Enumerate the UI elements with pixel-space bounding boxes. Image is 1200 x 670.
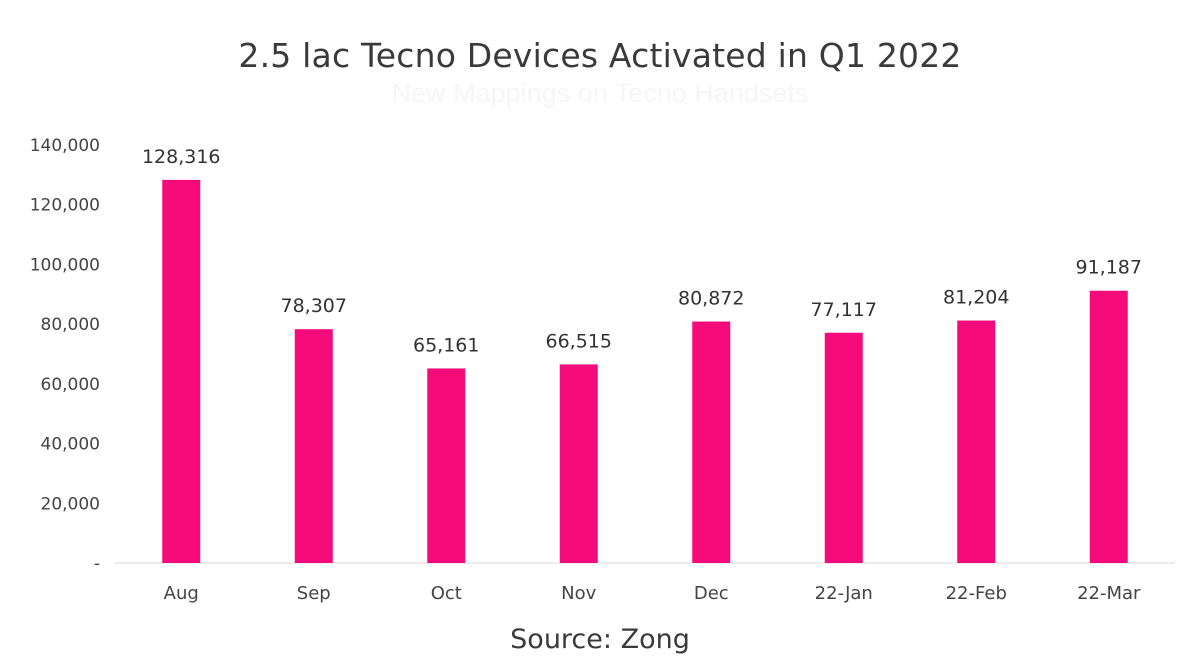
y-axis-ticks: - 20,000 40,000 60,000 80,000 100,000 120,000 1… — [30, 136, 100, 574]
y-tick-label: - — [94, 554, 100, 574]
bar-data-label: 66,515 — [546, 330, 612, 352]
x-axis-labels: Aug Sep Oct Nov Dec 22-Jan 22-Feb 22-Mar — [164, 583, 1141, 604]
x-tick-label: Nov — [561, 583, 596, 604]
x-tick-label: Dec — [694, 583, 729, 604]
y-tick-label: 40,000 — [41, 435, 100, 455]
x-tick-label: Aug — [164, 583, 199, 604]
bar-data-label: 128,316 — [142, 146, 221, 168]
x-tick-label: 22-Jan — [815, 583, 873, 604]
x-tick-label: Oct — [431, 583, 462, 604]
y-tick-label: 100,000 — [30, 255, 100, 275]
chart-title: 2.5 lac Tecno Devices Activated in Q1 20… — [238, 36, 962, 75]
x-tick-label: Sep — [297, 583, 331, 604]
y-tick-label: 80,000 — [41, 315, 100, 335]
bar — [162, 179, 201, 564]
bar — [427, 368, 466, 563]
bar-data-label: 78,307 — [281, 295, 347, 317]
bar-data-label: 91,187 — [1076, 257, 1142, 279]
bars — [162, 179, 1128, 564]
bar — [824, 332, 863, 563]
bar — [692, 321, 731, 563]
x-tick-label: 22-Mar — [1077, 583, 1141, 604]
bar — [1089, 290, 1128, 563]
bar — [957, 320, 996, 563]
bar-data-label: 80,872 — [678, 288, 744, 310]
y-tick-label: 140,000 — [30, 136, 100, 156]
data-labels: 128,316 78,307 65,161 66,515 80,872 77,117 81,… — [142, 146, 1142, 357]
bar — [559, 364, 598, 563]
chart-subtitle: New Mappings on Tecno Handsets — [391, 78, 809, 108]
y-tick-label: 20,000 — [41, 494, 100, 514]
y-tick-label: 60,000 — [41, 375, 100, 395]
source-note: Source: Zong — [510, 624, 690, 655]
bar-data-label: 65,161 — [413, 334, 479, 356]
y-tick-label: 120,000 — [30, 196, 100, 216]
bar-data-label: 81,204 — [943, 287, 1009, 309]
x-tick-label: 22-Feb — [946, 583, 1007, 604]
bar — [294, 329, 333, 563]
bar-data-label: 77,117 — [811, 299, 877, 321]
